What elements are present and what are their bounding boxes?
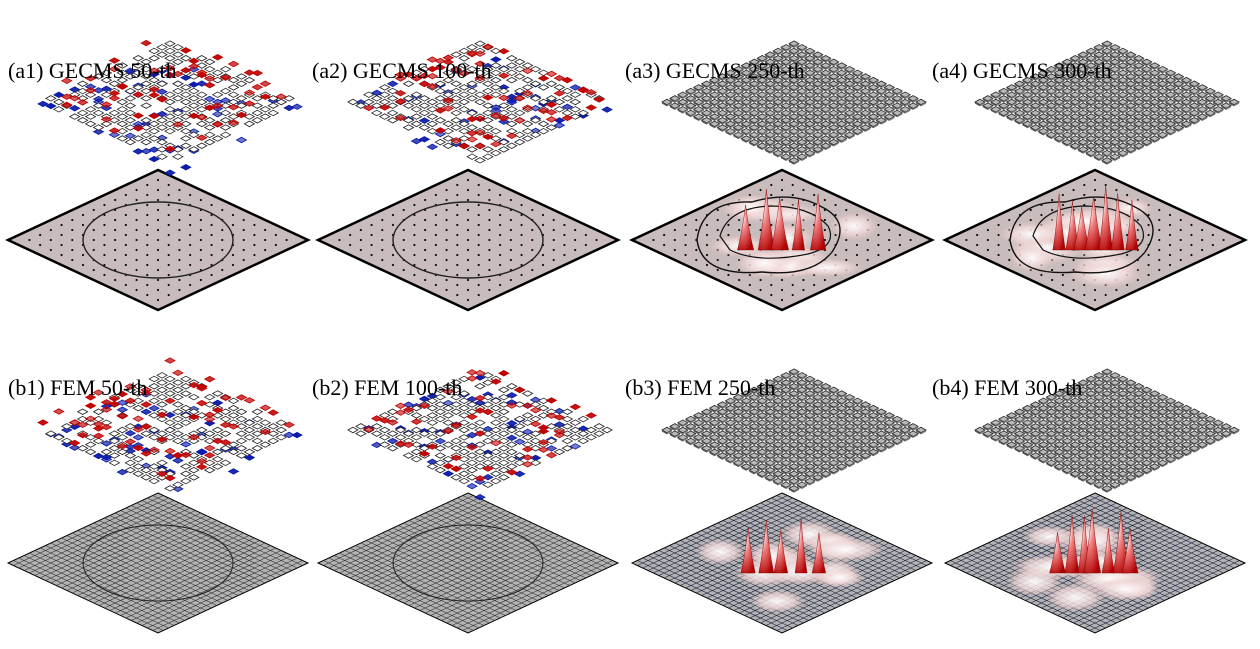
surface-plane [6,492,310,634]
cell-grid [974,368,1240,493]
surface-plane [629,168,935,312]
panel-b3 [630,368,934,634]
panel-b2 [316,369,620,634]
surface-blobs [708,194,879,279]
surface-plane [630,492,934,634]
cell-grid [974,40,1240,165]
collocation-points [28,178,288,302]
contour-outer [1009,196,1154,274]
contour-outer [696,196,841,274]
panel-label-b4: (b4) FEM 300-th [932,375,1082,400]
panel-a1 [5,39,311,312]
domain-circle [392,201,544,279]
panel-b1 [6,357,310,634]
solution-peaks [1049,509,1139,574]
panel-b4 [943,368,1247,634]
surface-plane [5,168,311,312]
panel-label-a1: (a1) GECMS 50-th [8,58,177,83]
domain-circle [82,524,234,602]
panel-a4 [942,40,1248,312]
solution-peaks [1052,185,1139,251]
fem-mesh [323,495,613,631]
fem-mesh [13,495,303,631]
panel-label-a3: (a3) GECMS 250-th [625,58,805,83]
cell-grid [37,357,303,493]
solution-peaks [737,189,827,251]
contour-inner [1032,205,1145,259]
domain-circle [82,201,234,279]
panel-a2 [315,40,621,312]
cell-grid [37,39,303,176]
surface-plane [315,168,621,312]
surface-plane [943,492,1247,634]
cell-grid [661,40,927,165]
panel-label-b2: (b2) FEM 100-th [312,375,462,400]
solution-peaks [740,518,826,574]
cell-grid [661,368,927,493]
panel-label-b1: (b1) FEM 50-th [8,375,147,400]
panel-label-a2: (a2) GECMS 100-th [312,58,492,83]
contour-inner [719,205,832,259]
surface-plane [316,492,620,634]
panel-label-b3: (b3) FEM 250-th [625,375,775,400]
surface-plane [942,168,1248,312]
cell-grid [347,40,613,164]
cell-grid [347,369,613,501]
collocation-points [338,178,598,302]
panel-label-a4: (a4) GECMS 300-th [932,58,1112,83]
panel-a3 [629,40,935,312]
domain-circle [392,524,544,602]
